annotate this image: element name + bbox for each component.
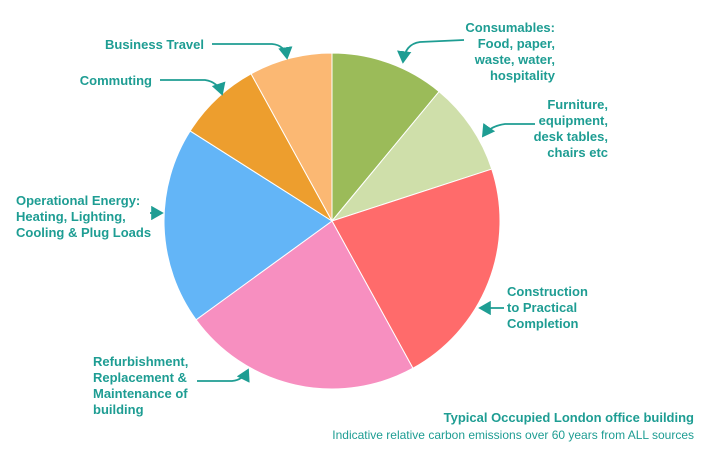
arrow-commuting	[160, 79, 226, 96]
label-commuting: Commuting	[79, 73, 152, 88]
pie-slice-refurbishment	[195, 220, 414, 390]
chart-subtitle: Indicative relative carbon emissions ove…	[332, 428, 694, 442]
pie-slice-construction	[331, 168, 501, 369]
label-consumables: Consumables: Food, paper, waste, water, …	[465, 20, 555, 83]
arrow-business-travel	[212, 43, 293, 60]
label-furniture: Furniture, equipment, desk tables, chair…	[533, 97, 608, 160]
chart-title: Typical Occupied London office building	[443, 410, 694, 425]
pie-slice-consumables	[331, 52, 440, 223]
label-business-travel: Business Travel	[105, 37, 204, 52]
pie-slice-furniture	[330, 90, 493, 223]
label-construction: Construction to Practical Completion	[507, 284, 588, 331]
label-operational-energy: Operational Energy: Heating, Lighting, C…	[16, 193, 152, 240]
arrow-furniture	[481, 123, 535, 138]
label-refurbishment: Refurbishment, Replacement & Maintenance…	[93, 354, 189, 417]
arrow-refurbishment	[197, 368, 250, 383]
pie-slice-operational-energy	[163, 130, 333, 321]
arrow-consumables	[397, 39, 465, 64]
